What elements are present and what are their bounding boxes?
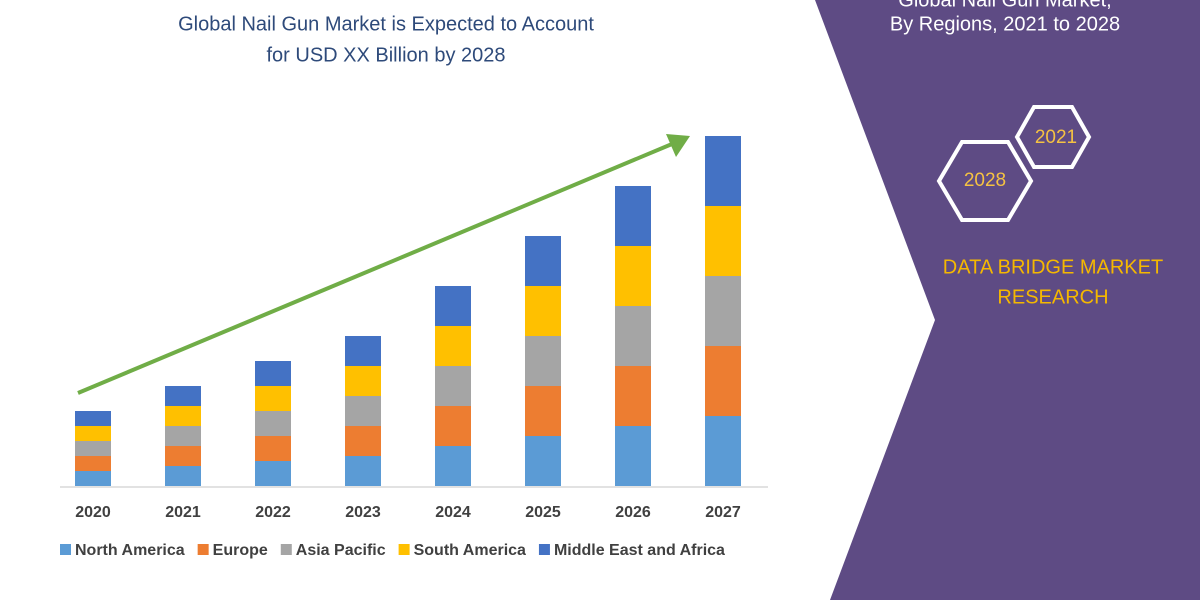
x-tick-label: 2027 [705,504,741,521]
bar-segment [435,446,471,486]
x-tick-label: 2022 [255,504,291,521]
bar-segment [75,456,111,471]
trend-arrow-head [666,134,690,157]
bar-segment [165,426,201,446]
x-tick-label: 2023 [345,504,381,521]
bar-segment [615,306,651,366]
legend-swatch [398,544,410,555]
legend-label: North America [75,542,185,559]
hexagon [1014,105,1092,169]
legend-label: Asia Pacific [296,542,386,559]
bar-segment [705,276,741,346]
legend-swatch [538,544,550,555]
x-tick-label: 2020 [75,504,111,521]
x-tick-label: 2021 [165,504,201,521]
hexagon-label: 2021 [1035,127,1077,148]
bar-segment [435,366,471,406]
bar-segment [525,236,561,286]
legend-swatch [197,544,209,555]
bar-segment [255,461,291,486]
bar-segment [75,441,111,456]
brand-text: DATA BRIDGE MARKET [943,256,1163,278]
bar-segment [255,361,291,386]
bar-segment [705,416,741,486]
bar-segment [615,366,651,426]
bar-segment [165,386,201,406]
bar-segment [255,411,291,436]
bar-segment [705,136,741,206]
bar-segment [345,336,381,366]
bar-segment [165,446,201,466]
bar-segment [255,386,291,411]
hexagon-label: 2028 [964,170,1006,191]
bar-segment [435,286,471,326]
bar-segment [615,246,651,306]
hexagon [936,140,1034,222]
bar-segment [435,326,471,366]
chart-title: Global Nail Gun Market is Expected to Ac… [178,13,594,35]
bar-segment [255,436,291,461]
legend-swatch [280,544,292,555]
x-tick-label: 2025 [525,504,561,521]
trend-arrow [77,142,673,395]
legend-label: Middle East and Africa [554,542,725,559]
bar-segment [75,426,111,441]
bar-segment [705,206,741,276]
bar-segment [165,406,201,426]
bar-segment [525,386,561,436]
bar-segment [615,426,651,486]
bar-segment [525,286,561,336]
bar-segment [345,366,381,396]
bar-segment [525,436,561,486]
bar-segment [525,336,561,386]
panel-title: Global Nail Gun Market, [898,0,1111,11]
brand-text: RESEARCH [997,286,1108,308]
side-panel [815,0,1200,600]
legend-label: Europe [213,542,268,559]
bar-segment [345,396,381,426]
legend-swatch [60,544,71,555]
bar-segment [435,406,471,446]
panel-title: By Regions, 2021 to 2028 [890,13,1120,35]
chart-title: for USD XX Billion by 2028 [266,44,505,66]
bar-segment [75,411,111,426]
bar-segment [345,456,381,486]
x-tick-label: 2026 [615,504,651,521]
legend-label: South America [414,542,526,559]
bar-segment [165,466,201,486]
bar-segment [705,346,741,416]
bar-segment [345,426,381,456]
bar-segment [615,186,651,246]
bar-segment [75,471,111,486]
x-tick-label: 2024 [435,504,471,521]
